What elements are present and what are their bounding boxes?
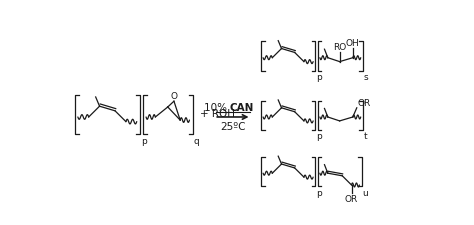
Text: p: p: [141, 137, 146, 146]
Text: O: O: [171, 92, 177, 101]
Text: p: p: [316, 188, 322, 197]
Text: OR: OR: [345, 194, 358, 203]
Text: OR: OR: [357, 99, 371, 108]
Text: t: t: [364, 132, 367, 141]
Text: s: s: [364, 73, 368, 82]
Text: + ROH: + ROH: [201, 109, 235, 119]
Text: p: p: [316, 132, 322, 141]
Text: u: u: [363, 188, 368, 197]
Text: q: q: [193, 137, 199, 146]
Text: 25ºC: 25ºC: [220, 121, 246, 131]
Text: RO: RO: [333, 43, 346, 52]
Text: OH: OH: [346, 39, 360, 48]
Text: CAN: CAN: [230, 103, 254, 113]
Text: p: p: [316, 73, 322, 82]
Text: 10%: 10%: [203, 103, 230, 113]
